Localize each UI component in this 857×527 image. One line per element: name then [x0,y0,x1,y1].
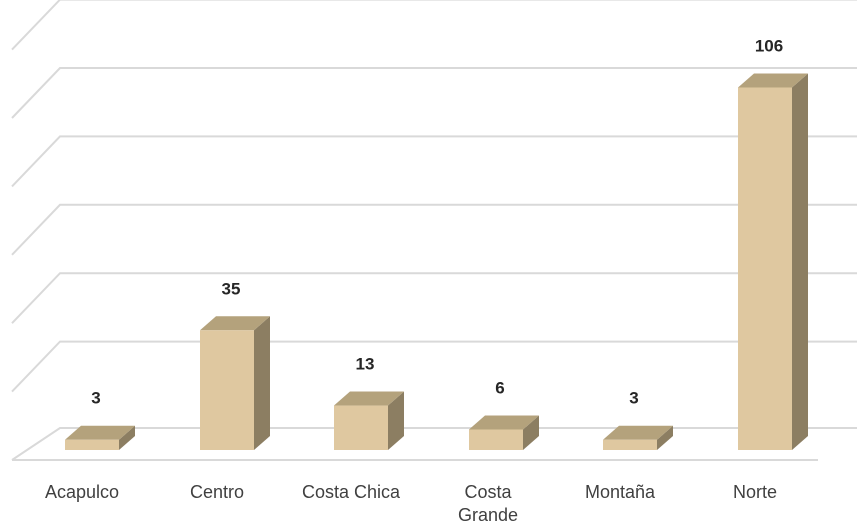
gridline [11,340,857,393]
bar-front-face [200,330,254,450]
gridline [11,427,857,461]
gridline [11,0,857,51]
category-label: Montaña [585,482,656,502]
category-labels: Acapulco Centro Costa Chica Costa Grande Mont… [45,482,777,525]
bar-front-face [738,87,792,450]
gridline [11,272,857,324]
bar-front-face [603,439,657,450]
bar [334,391,404,450]
bar-side-face [792,73,808,450]
data-label: 35 [222,279,241,298]
bar-top-face [200,316,270,331]
category-label: Norte [733,482,777,502]
gridline [11,203,857,256]
bar [603,425,673,450]
bar-front-face [334,405,388,450]
data-label: 3 [91,389,100,408]
category-label: Costa Chica [302,482,401,502]
bar-side-face [254,316,270,450]
data-label: 106 [755,36,783,55]
bar-side-face [657,425,673,450]
gridline [11,135,857,188]
bar-top-face [334,391,404,406]
category-label: Costa Grande [458,482,518,525]
bar-top-face [603,425,673,440]
bar [469,415,539,450]
bar-top-face [469,415,539,430]
category-label: Acapulco [45,482,119,502]
category-label: Centro [190,482,244,502]
bar [200,316,270,450]
bar-side-face [388,391,404,450]
bar-side-face [523,415,539,450]
bar-front-face [469,429,523,450]
bar-front-face [65,439,119,450]
data-label: 3 [629,389,638,408]
bar-side-face [119,425,135,450]
data-label: 6 [495,378,504,397]
data-labels: 3 35 13 6 3 106 [91,36,783,407]
bar-top-face [65,425,135,440]
gridline [11,67,857,119]
bar [65,425,135,450]
bars [65,73,808,450]
bar [738,73,808,450]
gridlines [11,0,857,461]
data-label: 13 [356,355,375,374]
bar-top-face [738,73,808,88]
